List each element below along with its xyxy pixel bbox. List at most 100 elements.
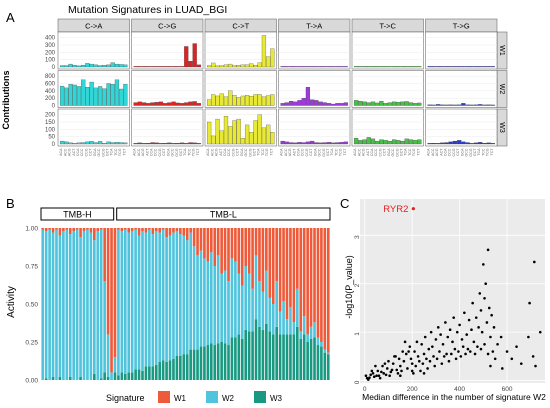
chart-bar xyxy=(404,66,409,68)
stacked-bar-segment xyxy=(306,334,309,342)
stacked-bar-segment xyxy=(268,228,272,298)
scatter-point xyxy=(429,330,433,334)
stacked-bar-segment xyxy=(237,273,241,335)
x-tick-label: CCG xyxy=(158,148,162,156)
scatter-point xyxy=(490,313,493,317)
scatter-point xyxy=(489,335,492,339)
scatter-point xyxy=(383,362,387,365)
chart-bar xyxy=(370,101,376,106)
scatter-point xyxy=(479,347,483,351)
x-tick-label: CCG xyxy=(231,148,235,156)
scatter-point xyxy=(410,369,414,373)
facet-panel xyxy=(131,108,204,147)
chart-bar xyxy=(391,139,397,145)
scatter-point xyxy=(423,335,427,339)
scatter-point xyxy=(472,340,476,344)
facet-column-label: T->C xyxy=(380,22,397,31)
chart-bar xyxy=(288,100,294,106)
stacked-bar-segment xyxy=(289,228,292,308)
chart-bar xyxy=(81,142,86,145)
chart-bar xyxy=(85,63,90,68)
x-tick-label: TCG xyxy=(339,148,343,156)
chart-bar xyxy=(427,104,432,106)
scatter-point xyxy=(410,362,414,365)
stacked-bar-segment xyxy=(247,273,251,332)
chart-bar xyxy=(133,102,138,106)
stacked-bar-segment xyxy=(103,281,106,373)
chart-bar xyxy=(240,138,245,145)
stacked-bar-segment xyxy=(261,228,265,292)
stacked-bar-segment xyxy=(220,342,223,380)
stacked-bar-segment xyxy=(240,338,244,380)
y-tick-label: 100 xyxy=(45,127,56,133)
stacked-bar-segment xyxy=(172,358,175,380)
stacked-bar-segment xyxy=(237,334,241,380)
chart-bar xyxy=(318,66,323,68)
signature-legend: Signature W1 W2 W3 xyxy=(106,391,283,403)
scatter-point xyxy=(484,282,488,286)
scatter-point xyxy=(397,357,401,361)
stacked-bar-segment xyxy=(247,228,251,274)
scatter-point xyxy=(428,359,432,363)
chart-bar xyxy=(64,141,69,145)
stacked-bar-segment xyxy=(110,372,113,380)
x-tick-label: TCG xyxy=(192,148,196,156)
chart-bar xyxy=(486,104,491,106)
stacked-bar-segment xyxy=(161,228,165,230)
x-tick-label: TCA xyxy=(183,148,187,156)
chart-bar xyxy=(461,103,466,106)
scatter-point xyxy=(461,345,465,348)
chart-bar xyxy=(240,64,245,68)
chart-bar xyxy=(253,65,258,68)
chart-bar xyxy=(375,140,380,145)
stacked-bar-segment xyxy=(75,228,79,230)
activity-stacked-chart: TMB-H TMB-L 0.00 0.25 0.50 0.75 1.00 xyxy=(25,207,331,385)
x-tick-label: GCG xyxy=(469,148,473,156)
x-tick-label: CCT xyxy=(456,148,460,156)
x-tick-label: GCT xyxy=(326,148,330,156)
x-tick-label: TCT xyxy=(343,148,347,156)
chart-bar xyxy=(354,138,359,145)
x-tick-label: ACA xyxy=(59,148,63,156)
x-tick-label: GCC xyxy=(391,148,395,156)
stacked-bar-segment xyxy=(185,228,189,241)
chart-bar xyxy=(370,138,376,145)
scatter-point xyxy=(445,352,448,356)
chart-bar xyxy=(137,101,142,106)
chart-bar xyxy=(215,118,220,145)
chart-bar xyxy=(211,94,216,106)
facet-column-label: C->A xyxy=(85,22,102,31)
chart-bar xyxy=(413,103,418,106)
chart-bar xyxy=(228,126,233,145)
stacked-bar-segment xyxy=(302,228,306,317)
stacked-bar-segment xyxy=(175,231,179,356)
chart-bar xyxy=(188,61,193,68)
scatter-point xyxy=(388,374,391,378)
chart-bar xyxy=(106,64,111,68)
stacked-bar-segment xyxy=(206,261,210,346)
stacked-bar-segment xyxy=(240,285,244,339)
chart-bar xyxy=(236,97,241,106)
chart-bar xyxy=(171,143,176,145)
x-tick-label: CCA xyxy=(223,148,227,156)
x-tick-label: CCC xyxy=(154,148,158,156)
x-tick-label: CCA xyxy=(370,148,374,156)
scatter-point xyxy=(406,367,409,370)
stacked-bar-segment xyxy=(282,300,285,335)
chart-bar xyxy=(249,96,254,106)
stacked-bar-segment xyxy=(316,337,320,346)
scatter-point xyxy=(515,345,518,348)
scatter-point xyxy=(403,340,407,344)
x-tick-label: TCG xyxy=(412,148,416,156)
chart-bar xyxy=(114,63,120,68)
scatter-point xyxy=(458,323,461,327)
chart-bar xyxy=(232,65,237,68)
chart-bar xyxy=(76,65,82,68)
chart-bar xyxy=(123,64,128,68)
y-tick-label: 800 xyxy=(45,74,56,80)
x-tick-label: TCA xyxy=(257,148,261,156)
chart-bar xyxy=(478,142,483,145)
chart-bar xyxy=(331,142,336,145)
chart-bar xyxy=(85,141,90,145)
